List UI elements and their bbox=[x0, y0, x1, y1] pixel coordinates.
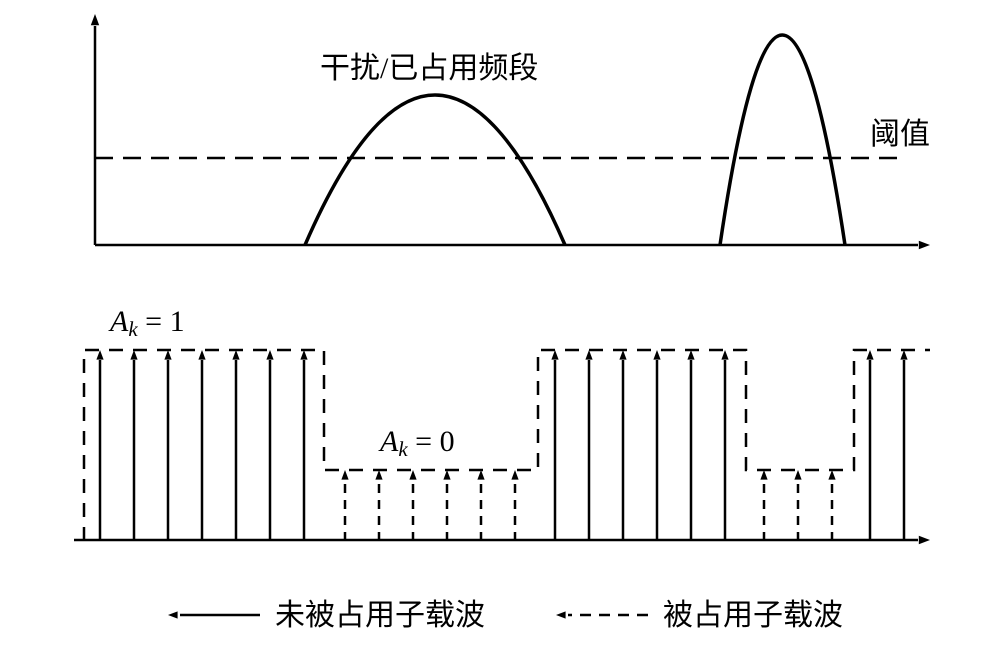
label-ak-1: Ak = 1 bbox=[108, 305, 185, 341]
top-chart: 阈值 干扰/已占用频段 bbox=[91, 14, 930, 249]
legend-label-1: 被占用子载波 bbox=[663, 599, 843, 632]
legend-label-0: 未被占用子载波 bbox=[275, 599, 485, 632]
envelope-line bbox=[84, 350, 930, 541]
bottom-chart: Ak = 1 Ak = 0 bbox=[74, 305, 930, 544]
label-ak-0: Ak = 0 bbox=[378, 425, 455, 461]
top-chart-title: 干扰/已占用频段 bbox=[320, 52, 538, 85]
interference-lobe-0 bbox=[305, 95, 565, 245]
interference-lobe-1 bbox=[720, 35, 845, 245]
threshold-label: 阈值 bbox=[870, 118, 930, 151]
legend: 未被占用子载波 被占用子载波 bbox=[168, 599, 843, 632]
diagram-root: 阈值 干扰/已占用频段 Ak = 1 Ak = 0 未被占用子载波 被占用子载波 bbox=[0, 0, 1000, 651]
